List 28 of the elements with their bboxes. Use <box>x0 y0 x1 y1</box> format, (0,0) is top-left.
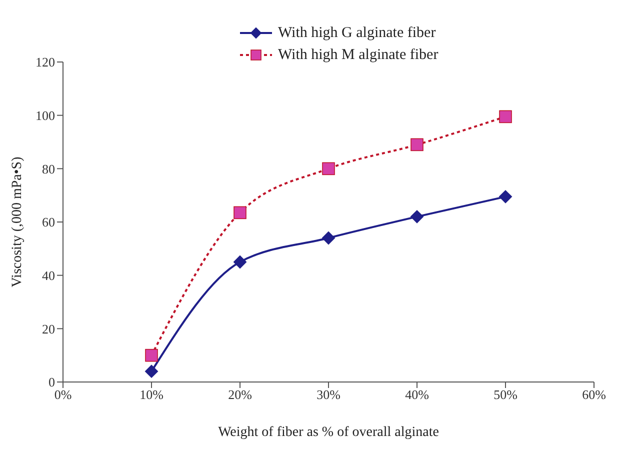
point <box>499 190 512 204</box>
point <box>145 364 158 378</box>
point <box>410 138 424 152</box>
y-tick-label: 0 <box>48 374 55 390</box>
x-tick-label: 30% <box>316 387 341 402</box>
x-axis-title: Weight of fiber as % of overall alginate <box>218 425 439 440</box>
y-axis-title: Viscosity (,000 mPa•S) <box>10 156 25 288</box>
point <box>234 256 246 268</box>
x-tick-label: 50% <box>494 387 518 402</box>
x-tick-label: 10% <box>140 387 164 402</box>
point <box>234 206 246 220</box>
y-tick-label: 40 <box>42 268 55 283</box>
legend-label: With high M alginate fiber <box>278 46 438 65</box>
y-tick-label: 20 <box>42 321 55 336</box>
point <box>145 348 158 362</box>
point <box>499 110 512 124</box>
legend-label: With high G alginate fiber <box>278 24 436 43</box>
point <box>322 232 335 244</box>
y-tick-label: 60 <box>42 214 55 230</box>
point <box>410 210 424 224</box>
y-tick-label: 120 <box>36 54 55 70</box>
x-tick-label: 40% <box>405 387 430 402</box>
x-tick-label: 60% <box>582 387 606 402</box>
y-tick-label: 80 <box>42 161 55 176</box>
y-tick-label: 100 <box>36 108 55 123</box>
x-tick-label: 20% <box>228 387 252 402</box>
x-tick-label: 0% <box>54 387 72 402</box>
point <box>322 162 335 176</box>
